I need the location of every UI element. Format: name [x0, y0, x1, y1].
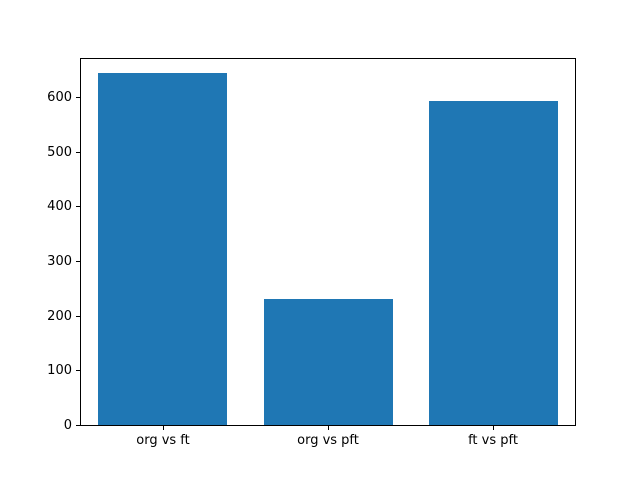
y-tick-label: 200 — [47, 309, 72, 324]
bar-ft-vs-pft — [429, 101, 558, 426]
x-tick-label: org vs pft — [297, 433, 359, 448]
y-tick-label: 300 — [47, 254, 72, 269]
y-tick-label: 400 — [47, 199, 72, 214]
y-tick-label: 0 — [63, 418, 72, 433]
plot-area — [80, 58, 576, 426]
x-tick-label: org vs ft — [136, 433, 190, 448]
y-tick-label: 500 — [47, 145, 72, 160]
x-tick-mark — [328, 426, 329, 430]
y-tick-mark — [76, 316, 80, 317]
y-tick-mark — [76, 370, 80, 371]
x-tick-mark — [493, 426, 494, 430]
y-tick-mark — [76, 425, 80, 426]
bar-org-vs-pft — [264, 299, 393, 426]
y-tick-mark — [76, 206, 80, 207]
y-tick-mark — [76, 261, 80, 262]
y-tick-mark — [76, 152, 80, 153]
bar-org-vs-ft — [98, 73, 227, 426]
y-tick-mark — [76, 97, 80, 98]
y-tick-label: 100 — [47, 363, 72, 378]
x-tick-mark — [163, 426, 164, 430]
y-tick-label: 600 — [47, 90, 72, 105]
x-tick-label: ft vs pft — [468, 433, 518, 448]
